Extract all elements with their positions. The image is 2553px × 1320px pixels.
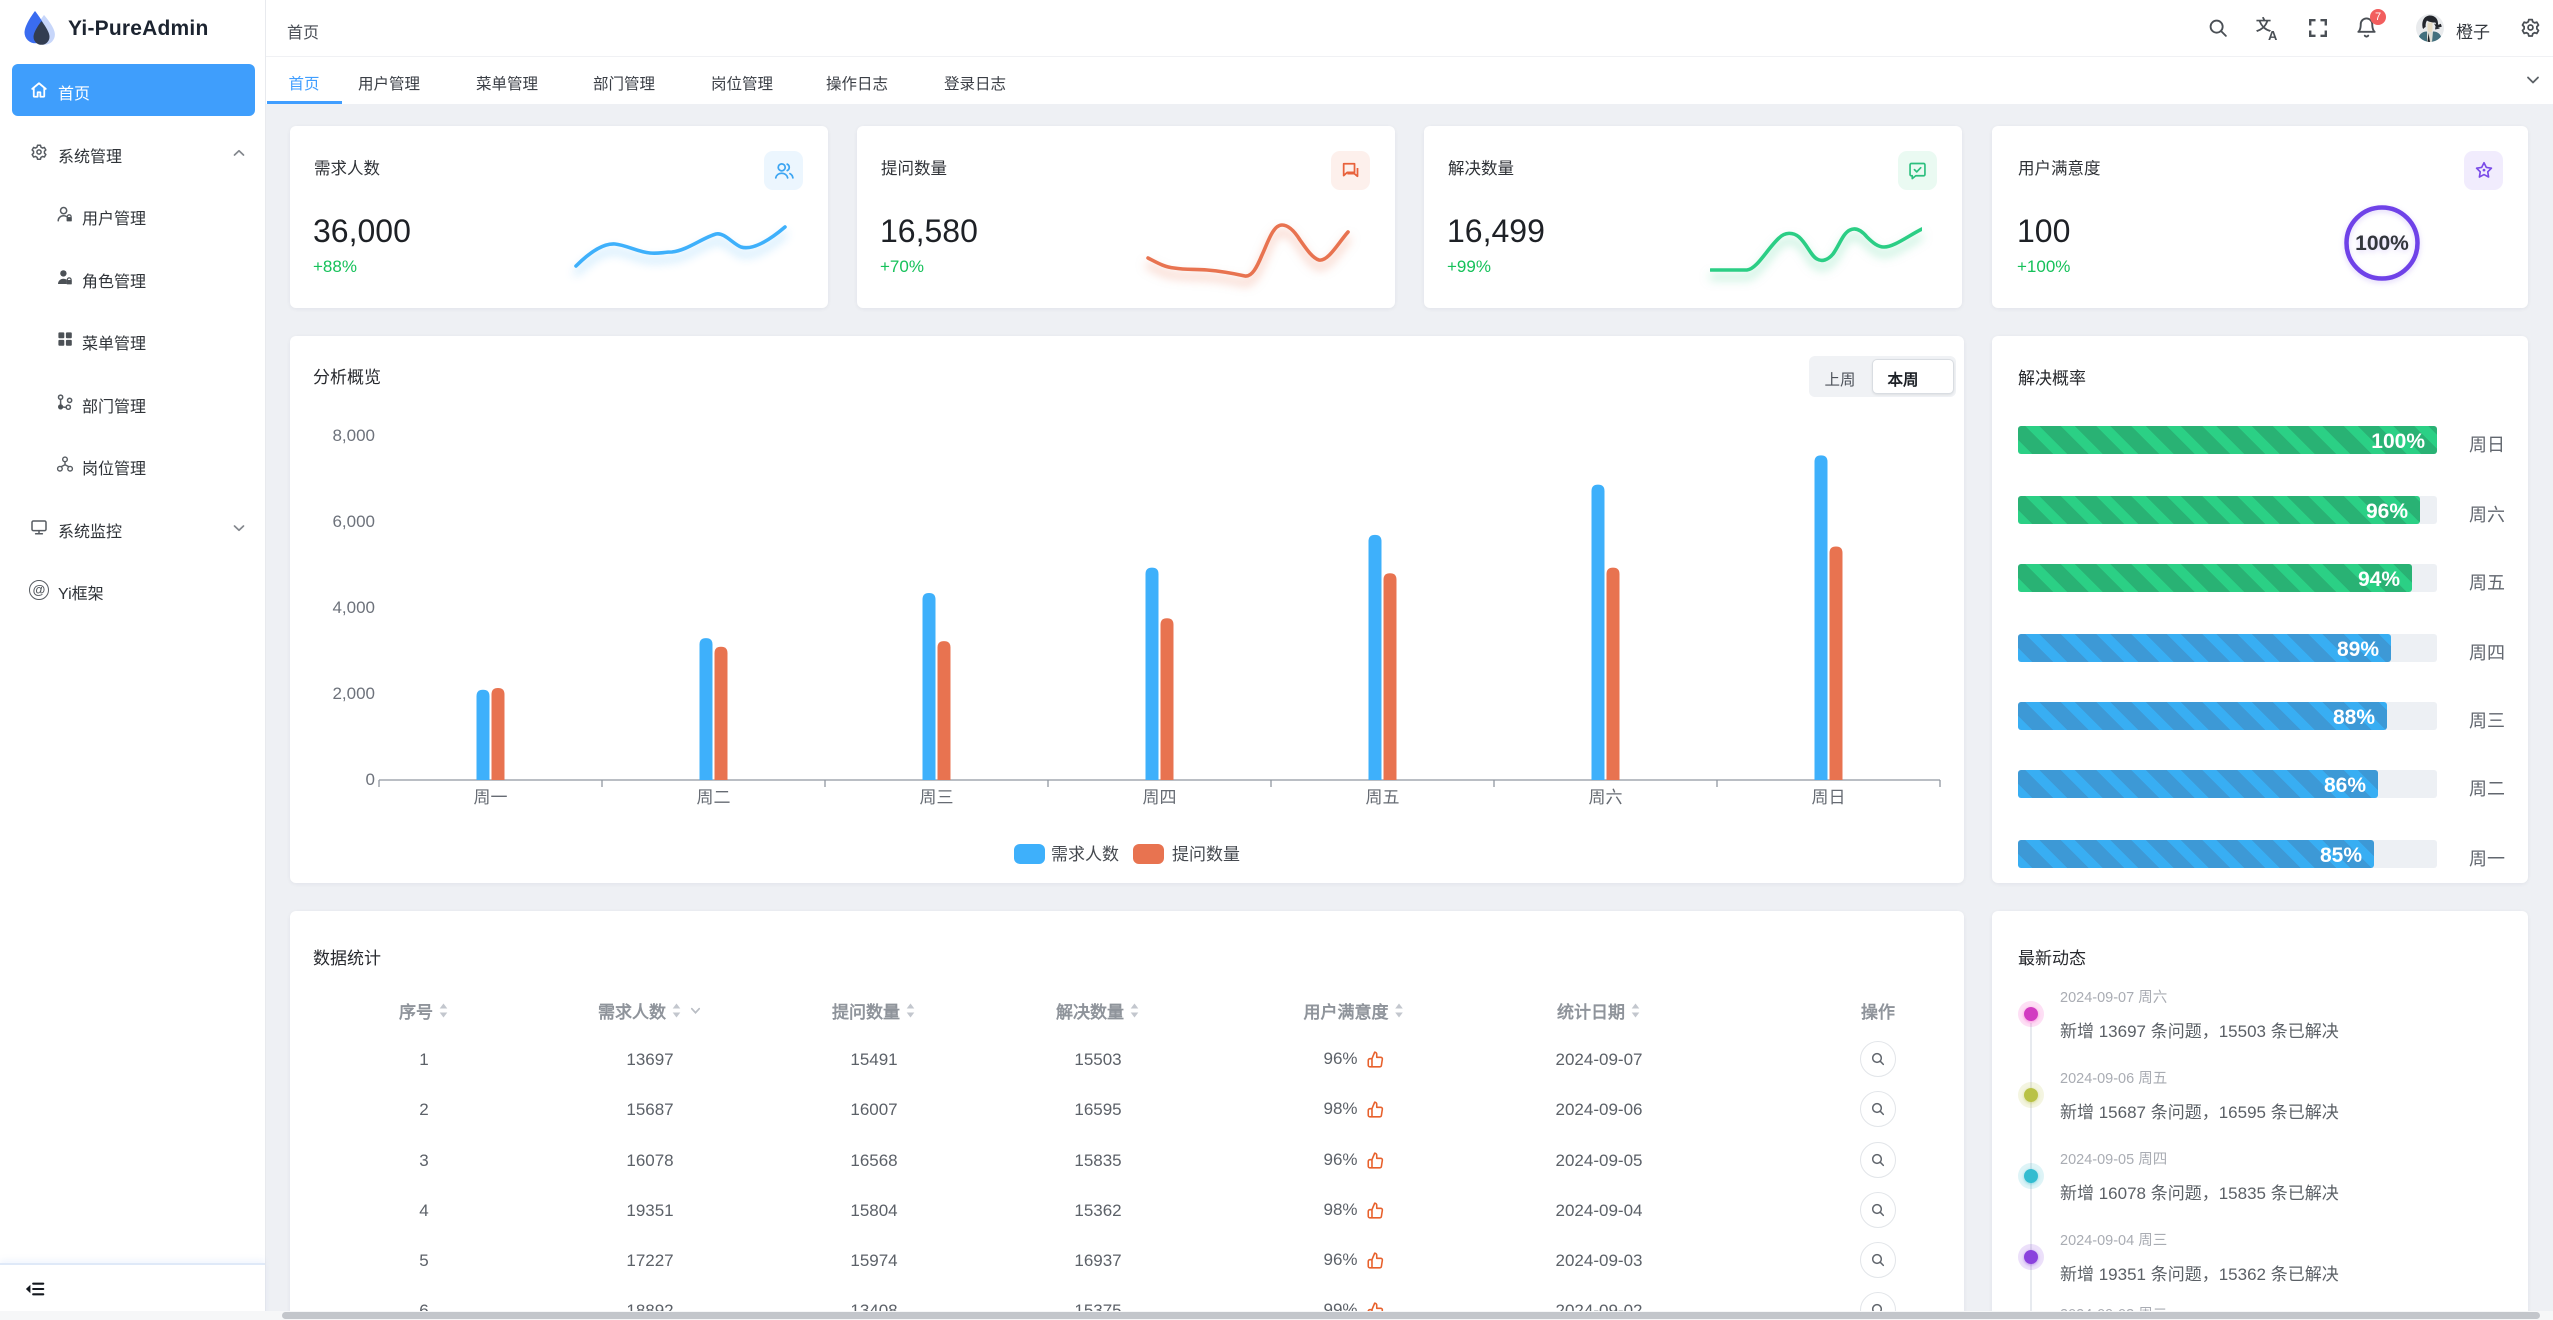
svg-text:需求人数: 需求人数	[1051, 845, 1119, 864]
svg-text:周五: 周五	[1366, 788, 1400, 807]
svg-text:周一: 周一	[474, 788, 508, 807]
svg-text:2,000: 2,000	[332, 684, 375, 703]
svg-text:周日: 周日	[1812, 788, 1846, 807]
svg-text:文: 文	[2256, 16, 2272, 34]
svg-text:周三: 周三	[920, 788, 954, 807]
svg-text:周二: 周二	[697, 788, 731, 807]
svg-text:6,000: 6,000	[332, 512, 375, 531]
svg-text:8,000: 8,000	[332, 426, 375, 445]
svg-text:提问数量: 提问数量	[1172, 845, 1240, 864]
svg-text:4,000: 4,000	[332, 598, 375, 617]
svg-text:0: 0	[366, 770, 375, 789]
svg-text:周四: 周四	[1143, 788, 1177, 807]
svg-text:100%: 100%	[2355, 232, 2409, 255]
svg-text:周六: 周六	[1589, 788, 1623, 807]
svg-text:A: A	[2268, 28, 2278, 41]
